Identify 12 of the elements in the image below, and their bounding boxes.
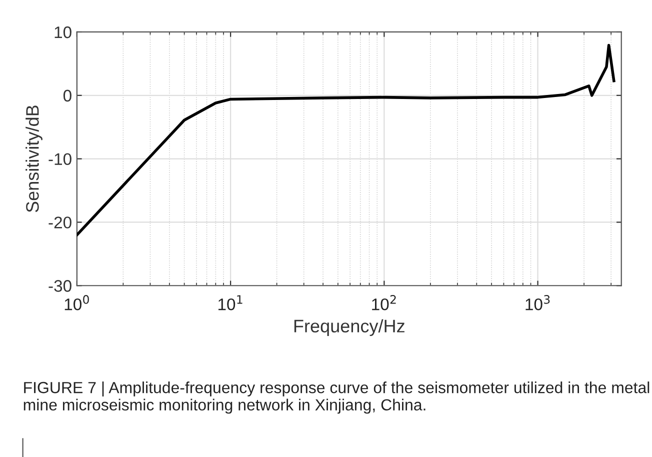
- x-tick-label: 10$^{2}$: [372, 295, 396, 310]
- y-axis-title: Sensitivity/dB: [26, 106, 42, 212]
- x-tick-label: 10$^{1}$: [218, 295, 242, 310]
- y-tick-label: 0: [63, 90, 72, 102]
- y-tick-label: -20: [48, 216, 72, 228]
- caption: FIGURE 7 | Amplitude-frequency response curve of the seismometer utilized in the metal mine microseismic monitoring network in Xinjiang, China.: [24, 382, 650, 414]
- x-axis-title: Frequency/Hz: [294, 319, 404, 336]
- x-tick-label: 10$^{3}$: [526, 295, 550, 310]
- x-tick-label: 10$^{0}$: [64, 295, 89, 310]
- y-tick-label: 10: [54, 26, 72, 38]
- y-tick-label: -10: [48, 153, 72, 166]
- y-tick-label: -30: [48, 280, 72, 292]
